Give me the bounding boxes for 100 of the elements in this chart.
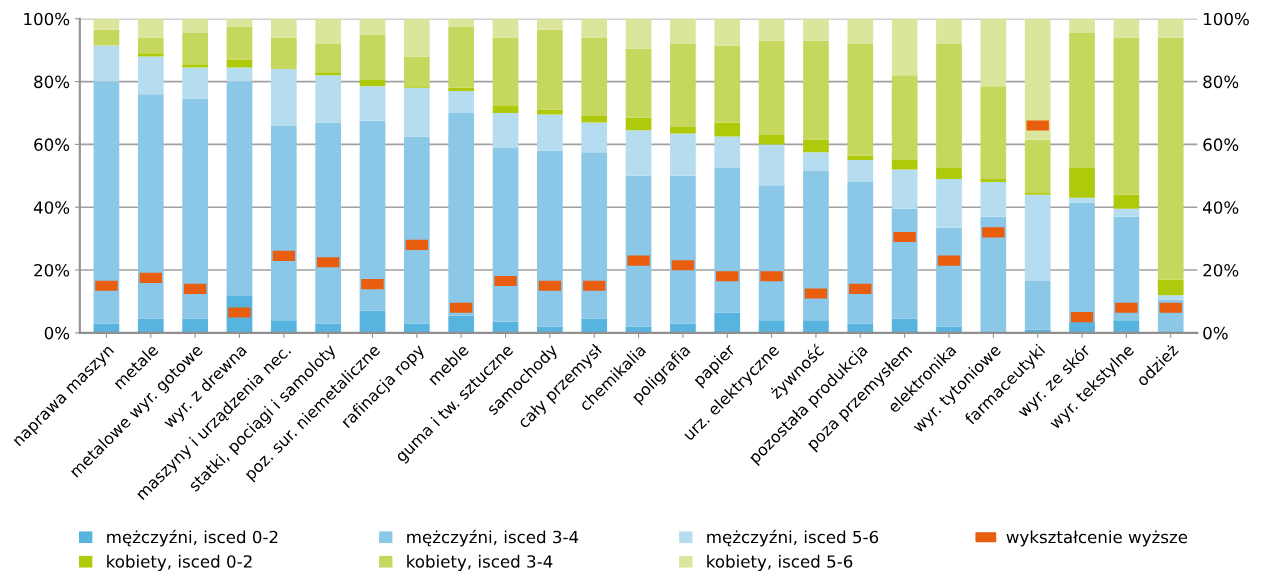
bar: [359, 34, 386, 80]
bar: [182, 318, 208, 333]
bar: [803, 18, 829, 41]
bar: [315, 122, 342, 324]
bar: [714, 122, 741, 137]
bar: [758, 134, 785, 145]
bar: [936, 43, 962, 168]
bar: [670, 18, 696, 44]
bar: [758, 320, 785, 333]
bar: [1069, 167, 1095, 198]
bar: [581, 116, 608, 123]
bar: [714, 18, 741, 46]
y-tick-label: 20%: [34, 263, 70, 277]
bar: [714, 136, 741, 168]
bar: [93, 18, 120, 30]
bar: [315, 72, 342, 76]
bar: [270, 37, 297, 70]
bar: [581, 318, 608, 333]
bar: [891, 208, 918, 319]
bar: [980, 18, 1007, 87]
bar: [1069, 18, 1095, 33]
bar: [182, 32, 208, 65]
bar: [537, 18, 563, 30]
bar: [1069, 202, 1095, 322]
bar: [93, 323, 120, 333]
bar: [803, 171, 829, 321]
bar: [891, 18, 918, 76]
bar: [581, 18, 608, 38]
bar: [847, 323, 874, 333]
bar: [403, 18, 430, 57]
bar: [980, 178, 1007, 183]
bar: [758, 40, 785, 135]
y2-tick-label: 0%: [1203, 326, 1228, 340]
legend-label: kobiety, isced 0-2: [107, 554, 252, 571]
bar: [847, 43, 874, 156]
bar: [537, 114, 563, 151]
bar: [1113, 208, 1140, 217]
bar: [492, 112, 519, 148]
y2-tick-label: 100%: [1204, 12, 1249, 26]
bar: [1024, 281, 1051, 330]
bar: [625, 130, 652, 176]
bar: [448, 87, 475, 91]
bar: [1113, 37, 1140, 195]
bar: [359, 18, 386, 35]
bar: [403, 323, 430, 333]
bar: [182, 18, 208, 33]
bar: [137, 18, 164, 38]
bar: [581, 37, 608, 117]
bar: [714, 45, 741, 123]
bar: [670, 127, 696, 134]
bar: [537, 29, 563, 110]
legend-label: kobiety, isced 3-4: [407, 554, 553, 571]
bar: [714, 312, 741, 333]
bar: [1157, 37, 1184, 280]
legend-label: kobiety, isced 5-6: [707, 554, 853, 571]
bar: [403, 56, 430, 87]
bar: [403, 87, 430, 137]
bar: [980, 182, 1007, 217]
bar: [448, 315, 475, 333]
bar: [625, 18, 652, 49]
bar: [625, 175, 652, 327]
bar: [670, 323, 696, 333]
bar: [1113, 216, 1140, 321]
bar: [1069, 32, 1095, 168]
bar: [448, 18, 475, 27]
bar: [137, 318, 164, 333]
bar: [448, 26, 475, 88]
bar: [359, 310, 386, 333]
y-tick-label: 80%: [34, 75, 70, 89]
y2-tick-label: 60%: [1203, 138, 1239, 151]
bar: [936, 167, 962, 179]
bar: [492, 18, 519, 38]
bar: [1024, 139, 1051, 194]
bar: [1113, 320, 1140, 333]
bar: [537, 109, 563, 115]
bar: [980, 86, 1007, 179]
bar: [847, 160, 874, 183]
bar: [492, 37, 519, 106]
bar: [270, 125, 297, 321]
bar: [891, 75, 918, 161]
bar: [891, 160, 918, 170]
y2-tick-label: 20%: [1203, 263, 1239, 277]
bar: [182, 98, 208, 319]
y-tick-label: 0%: [44, 326, 70, 340]
legend-label: mężczyźni, isced 0-2: [107, 529, 278, 547]
bar: [492, 147, 519, 322]
bar: [758, 144, 785, 186]
bar: [270, 320, 297, 333]
bar: [315, 18, 342, 44]
bar: [403, 136, 430, 324]
bar: [226, 81, 253, 296]
bar: [1157, 279, 1184, 296]
bar: [625, 48, 652, 118]
y2-tick-label: 80%: [1203, 75, 1239, 89]
y-tick-label: 100%: [24, 12, 70, 26]
bar: [226, 18, 253, 27]
bar: [1113, 194, 1140, 209]
bar: [936, 178, 962, 228]
bar: [359, 86, 386, 121]
bar: [847, 182, 874, 324]
